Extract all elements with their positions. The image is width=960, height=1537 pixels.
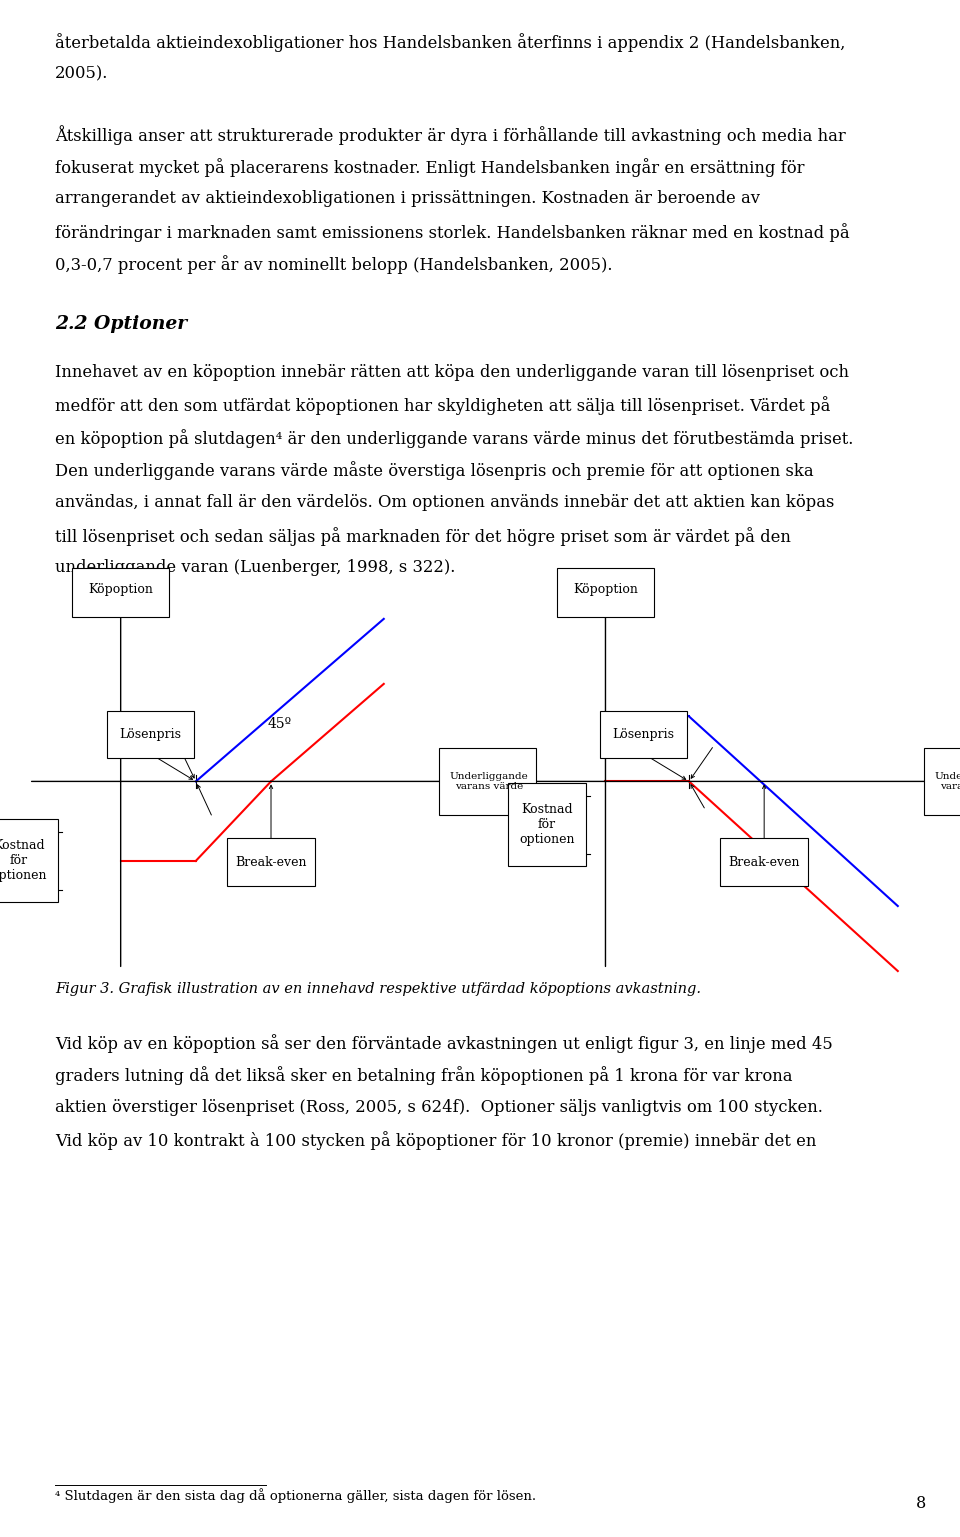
Text: Underliggande
varans värde: Underliggande varans värde — [934, 772, 960, 792]
Text: återbetalda aktieindexobligationer hos Handelsbanken återfinns i appendix 2 (Han: återbetalda aktieindexobligationer hos H… — [55, 32, 845, 52]
Text: arrangerandet av aktieindexobligationen i prissättningen. Kostnaden är beroende : arrangerandet av aktieindexobligationen … — [55, 191, 759, 207]
FancyBboxPatch shape — [439, 747, 536, 815]
FancyBboxPatch shape — [228, 838, 315, 885]
FancyBboxPatch shape — [0, 819, 58, 902]
Text: fokuserat mycket på placerarens kostnader. Enligt Handelsbanken ingår en ersättn: fokuserat mycket på placerarens kostnade… — [55, 158, 804, 177]
Text: ⁴ Slutdagen är den sista dag då optionerna gäller, sista dagen för lösen.: ⁴ Slutdagen är den sista dag då optioner… — [55, 1488, 536, 1503]
Text: Lösenpris: Lösenpris — [612, 729, 674, 741]
Text: Underliggande
varans värde: Underliggande varans värde — [449, 772, 529, 792]
Text: Köpoption: Köpoption — [573, 583, 637, 596]
Text: aktien överstiger lösenpriset (Ross, 2005, s 624f).  Optioner säljs vanligtvis o: aktien överstiger lösenpriset (Ross, 200… — [55, 1099, 823, 1116]
FancyBboxPatch shape — [508, 784, 586, 867]
Text: 2005).: 2005). — [55, 66, 108, 83]
Text: graders lutning då det likså sker en betalning från köpoptionen på 1 krona för v: graders lutning då det likså sker en bet… — [55, 1067, 792, 1085]
FancyBboxPatch shape — [72, 569, 169, 618]
FancyBboxPatch shape — [107, 710, 194, 758]
Text: Åtskilliga anser att strukturerade produkter är dyra i förhållande till avkastni: Åtskilliga anser att strukturerade produ… — [55, 124, 846, 144]
Text: 2.2 Optioner: 2.2 Optioner — [55, 315, 187, 334]
Text: Break-even: Break-even — [729, 856, 800, 868]
Text: Figur 3. Grafisk illustration av en innehavd respektive utfärdad köpoptions avka: Figur 3. Grafisk illustration av en inne… — [55, 982, 701, 996]
Text: Break-even: Break-even — [235, 856, 307, 868]
Text: till lösenpriset och sedan säljas på marknaden för det högre priset som är värde: till lösenpriset och sedan säljas på mar… — [55, 527, 791, 546]
Text: 8: 8 — [916, 1496, 926, 1512]
FancyBboxPatch shape — [720, 838, 808, 885]
Text: användas, i annat fall är den värdelös. Om optionen används innebär det att akti: användas, i annat fall är den värdelös. … — [55, 493, 834, 512]
Text: Innehavet av en köpoption innebär rätten att köpa den underliggande varan till l: Innehavet av en köpoption innebär rätten… — [55, 364, 849, 381]
Text: Vid köp av 10 kontrakt à 100 stycken på köpoptioner för 10 kronor (premie) inneb: Vid köp av 10 kontrakt à 100 stycken på … — [55, 1131, 816, 1150]
Text: en köpoption på slutdagen⁴ är den underliggande varans värde minus det förutbest: en köpoption på slutdagen⁴ är den underl… — [55, 429, 853, 447]
Text: 0,3-0,7 procent per år av nominellt belopp (Handelsbanken, 2005).: 0,3-0,7 procent per år av nominellt belo… — [55, 255, 612, 275]
Text: Den underliggande varans värde måste överstiga lösenpris och premie för att opti: Den underliggande varans värde måste öve… — [55, 461, 813, 481]
Text: Vid köp av en köpoption så ser den förväntade avkastningen ut enligt figur 3, en: Vid köp av en köpoption så ser den förvä… — [55, 1034, 832, 1053]
Text: medför att den som utfärdat köpoptionen har skyldigheten att sälja till lösenpri: medför att den som utfärdat köpoptionen … — [55, 397, 830, 415]
Text: förändringar i marknaden samt emissionens storlek. Handelsbanken räknar med en k: förändringar i marknaden samt emissionen… — [55, 223, 850, 241]
FancyBboxPatch shape — [557, 569, 654, 618]
Text: underliggande varan (Luenberger, 1998, s 322).: underliggande varan (Luenberger, 1998, s… — [55, 559, 455, 576]
Text: Kostnad
för
optionen: Kostnad för optionen — [0, 839, 46, 882]
Text: Köpoption: Köpoption — [88, 583, 153, 596]
FancyBboxPatch shape — [924, 747, 960, 815]
Text: Lösenpris: Lösenpris — [119, 729, 181, 741]
FancyBboxPatch shape — [600, 710, 687, 758]
Text: Kostnad
för
optionen: Kostnad för optionen — [519, 804, 574, 847]
Text: 45º: 45º — [267, 716, 292, 730]
